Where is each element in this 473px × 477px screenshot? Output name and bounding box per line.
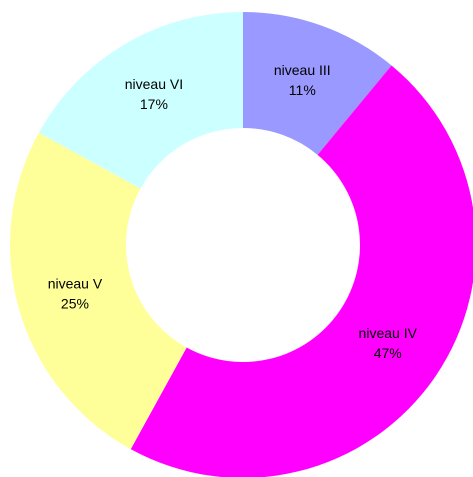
donut-slice xyxy=(130,65,473,477)
slice-value-label: 25% xyxy=(61,296,89,312)
slice-value-label: 11% xyxy=(289,82,316,98)
slice-value-label: 47% xyxy=(374,345,402,361)
slice-label: niveau V xyxy=(48,276,103,292)
slice-label: niveau IV xyxy=(359,325,418,341)
slice-value-label: 17% xyxy=(140,96,168,112)
donut-slice xyxy=(9,132,187,450)
slice-label: niveau VI xyxy=(125,76,183,92)
donut-slice xyxy=(38,12,244,189)
slice-label: niveau III xyxy=(274,62,331,78)
donut-slice xyxy=(243,12,392,155)
